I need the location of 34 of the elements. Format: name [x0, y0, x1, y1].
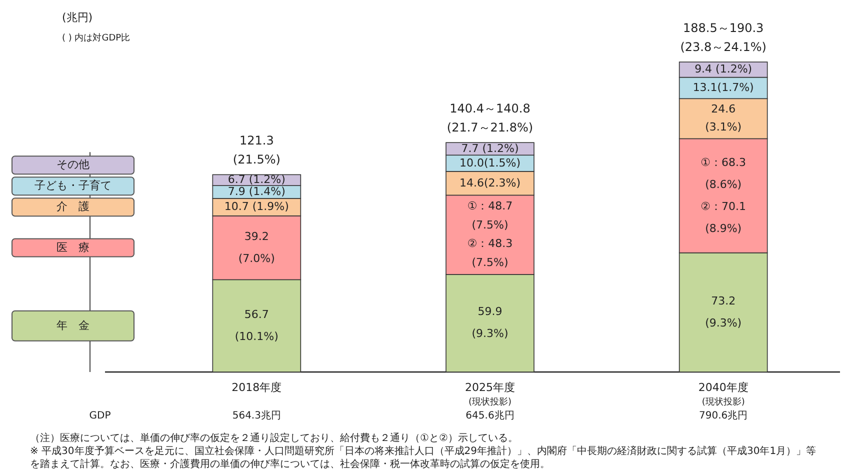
data-label: 14.6(2.3%) — [459, 176, 521, 190]
data-label: 59.9 (9.3%) — [472, 305, 508, 340]
data-label: 7.9 (1.4%) — [228, 185, 286, 198]
data-label: 73.2 (9.3%) — [705, 294, 742, 330]
x-tick-label: 2025年度 (現状投影) — [465, 381, 515, 408]
text: 790.6兆円 — [699, 410, 748, 422]
data-label: 39.2 (7.0%) — [238, 230, 275, 265]
total-label: 188.5～190.3 (23.8～24.1%) — [680, 20, 766, 54]
data-label: 10.0(1.5%) — [459, 156, 521, 170]
data-label: 10.7 (1.9%) — [224, 200, 289, 214]
data-label: 7.7 (1.2%) — [461, 142, 519, 155]
data-label: 13.1(1.7%) — [692, 80, 754, 94]
text: 子ども・子育て — [34, 179, 112, 192]
x-tick-label: 2040年度 (現状投影) — [698, 381, 748, 408]
x-tick-label: 2018年度 — [232, 381, 282, 394]
text: 564.3兆円 — [232, 410, 281, 422]
total-label: 140.4～140.8 (21.7～21.8%) — [446, 101, 534, 134]
text: ※ 平成30年度予算ベースを足元に、国立社会保障・人口問題研究所「日本の将来推計人口（平成29年推計）」、内閣府「中長期の経済財政に関する試算（平成30年1月）」等を踏まえて計算。なお、医療・介護費用の単価の伸び率については、社会保障・税一体改革時の試算の仮定を使用。 — [30, 445, 818, 471]
data-label: ①：68.3 (8.6%) ②：70.1 (8.9%) — [700, 156, 746, 235]
y-axis-title: (兆円) — [62, 11, 93, 24]
data-label: 9.4 (1.2%) — [694, 62, 752, 76]
chart-subtitle: ( ) 内は対GDP比 — [62, 32, 130, 44]
text: 介 護 — [56, 200, 90, 214]
data-label: 24.6 (3.1%) — [705, 102, 742, 134]
total-label: 121.3 (21.5%) — [232, 133, 280, 166]
data-label: 56.7 (10.1%) — [234, 308, 278, 343]
text: （注）医療については、単価の伸び率の仮定を２通り設定しており、給付費も２通り（①と②）示している。 — [30, 432, 519, 445]
text: GDP — [89, 410, 111, 422]
text: 医 療 — [56, 240, 90, 254]
text: その他 — [56, 158, 90, 172]
data-label: ①：48.7 (7.5%) ②：48.3 (7.5%) — [467, 200, 513, 270]
text: 645.6兆円 — [466, 410, 514, 422]
text: 年 金 — [56, 318, 90, 332]
data-label: 6.7 (1.2%) — [228, 173, 286, 186]
